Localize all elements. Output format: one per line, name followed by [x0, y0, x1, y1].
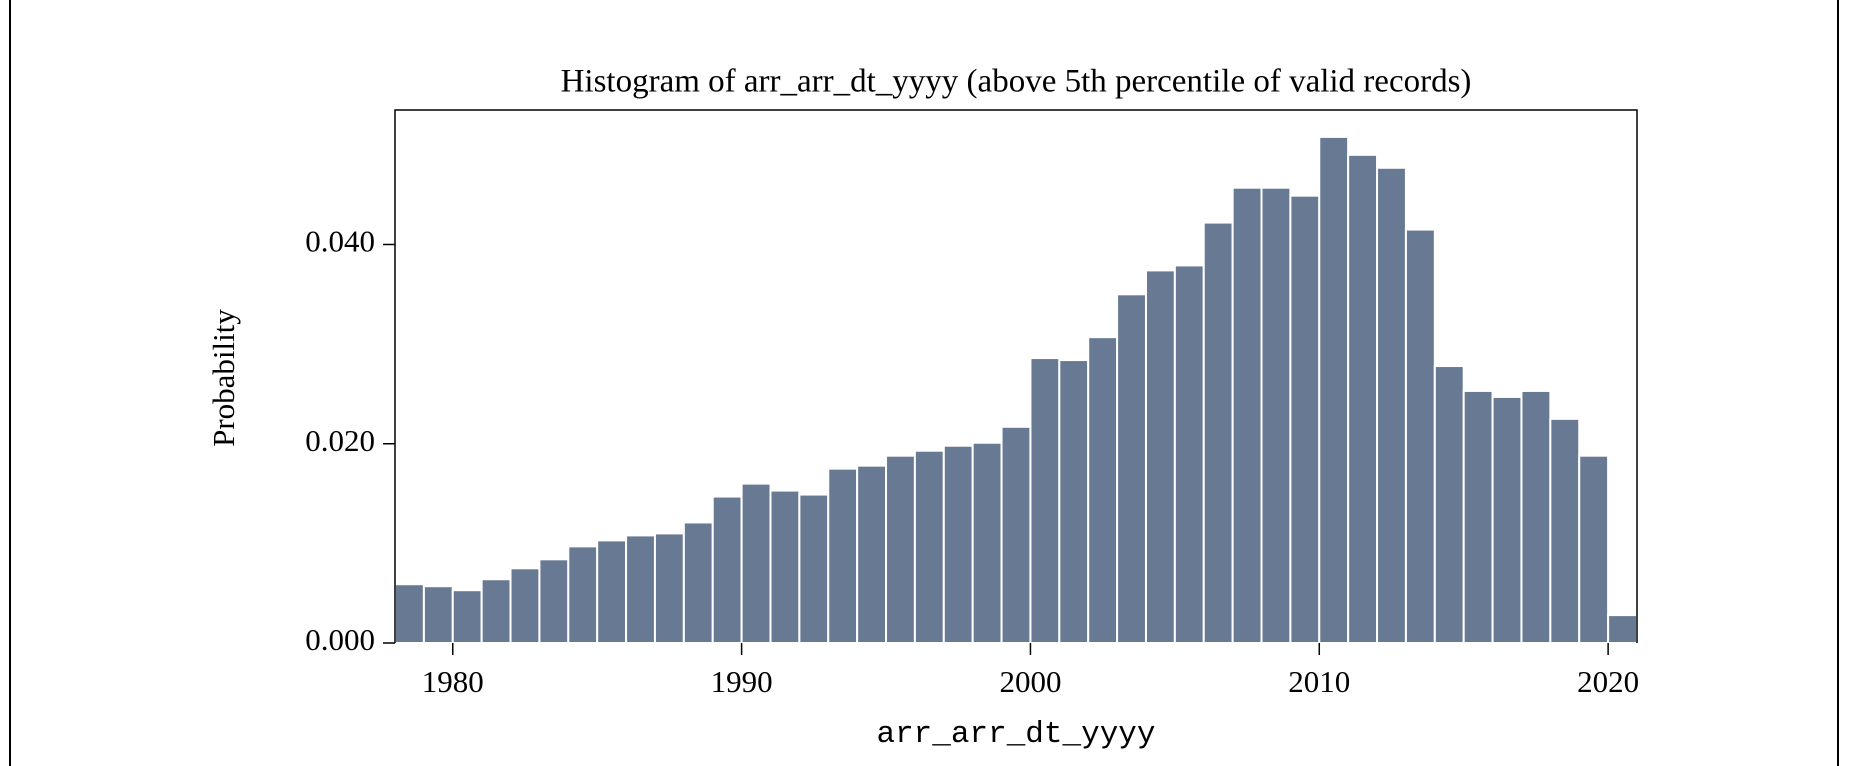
bar [480, 578, 512, 645]
bar [1000, 425, 1032, 644]
bar [1462, 389, 1494, 644]
bar [509, 567, 541, 645]
bar [1578, 454, 1610, 644]
bar [1144, 269, 1176, 644]
bar [769, 489, 801, 644]
bar [1173, 264, 1205, 644]
bar [740, 482, 772, 645]
bar [856, 464, 888, 644]
bar [1058, 359, 1090, 644]
x-axis-label: arr_arr_dt_yyyy [876, 717, 1155, 752]
bar [596, 539, 628, 645]
bar [1087, 336, 1119, 644]
bar [1029, 357, 1061, 644]
bar [971, 441, 1003, 644]
y-tick-label: 0.020 [305, 423, 375, 458]
bar [913, 449, 945, 644]
bar [942, 444, 974, 644]
y-tick-label: 0.000 [305, 622, 375, 657]
bar [567, 545, 599, 644]
bar [885, 454, 916, 644]
bar [422, 585, 454, 644]
bar [1520, 389, 1552, 644]
bar [653, 532, 685, 644]
y-tick-label: 0.040 [305, 224, 375, 259]
bar [1260, 186, 1292, 644]
y-axis-label: Probability [206, 309, 241, 447]
bar [538, 558, 570, 645]
bar [1116, 293, 1147, 644]
bar [1491, 395, 1523, 644]
x-tick-label: 1990 [711, 664, 773, 699]
bar [1318, 135, 1350, 644]
chart-title: Histogram of arr_arr_dt_yyyy (above 5th … [561, 64, 1472, 100]
bar [625, 534, 656, 645]
x-tick-label: 2010 [1288, 664, 1350, 699]
bar [1289, 194, 1321, 644]
bar [1231, 186, 1263, 644]
bar [798, 493, 830, 644]
x-tick-label: 2000 [999, 664, 1061, 699]
x-tick-label: 1980 [422, 664, 484, 699]
bar [711, 495, 743, 644]
bar [827, 467, 859, 644]
bar [1607, 614, 1639, 645]
bar [1376, 166, 1407, 644]
bar [394, 583, 425, 645]
plot-frame [394, 109, 1638, 643]
bar [1433, 365, 1465, 644]
bar [451, 589, 483, 644]
bar [1404, 228, 1436, 645]
bar [1202, 221, 1234, 644]
bar [1549, 417, 1581, 644]
x-tick-label: 2020 [1577, 664, 1639, 699]
bar [682, 521, 714, 644]
bar [1347, 153, 1379, 644]
